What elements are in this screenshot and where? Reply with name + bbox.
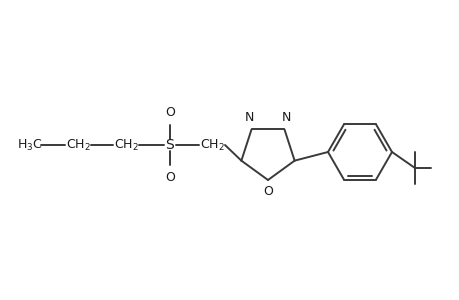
- Text: N: N: [244, 111, 254, 124]
- Text: H$_3$C: H$_3$C: [17, 137, 43, 153]
- Text: O: O: [165, 106, 174, 119]
- Text: CH$_2$: CH$_2$: [66, 137, 90, 153]
- Text: CH$_2$: CH$_2$: [113, 137, 138, 153]
- Text: O: O: [263, 185, 272, 198]
- Text: O: O: [165, 171, 174, 184]
- Text: N: N: [281, 111, 291, 124]
- Text: S: S: [165, 138, 174, 152]
- Text: CH$_2$: CH$_2$: [199, 137, 224, 153]
